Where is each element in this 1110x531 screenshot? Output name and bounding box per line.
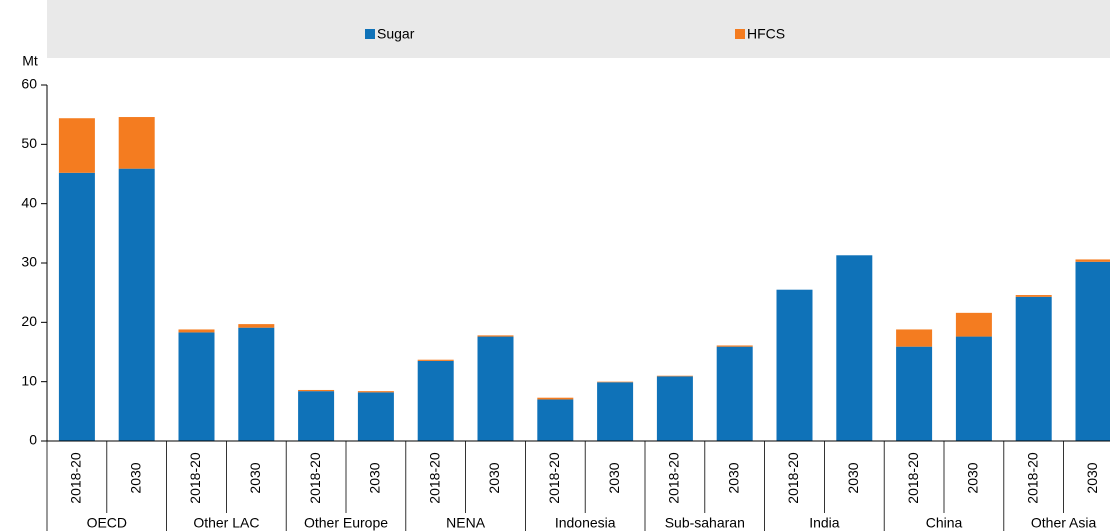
y-axis-label: Mt xyxy=(22,53,38,69)
x-tick-label: 2018-20 xyxy=(1024,452,1040,504)
x-tick-label: 2030 xyxy=(1084,462,1100,493)
legend-swatch xyxy=(365,29,375,39)
bar-segment xyxy=(357,391,394,393)
y-tick-label: 20 xyxy=(21,313,37,329)
bar-segment xyxy=(656,376,693,441)
bar-segment xyxy=(896,329,933,347)
y-tick-label: 10 xyxy=(21,372,37,388)
legend-label: Sugar xyxy=(377,26,415,42)
bar-segment xyxy=(537,397,574,400)
bar-segment xyxy=(417,360,454,441)
x-tick-label: 2030 xyxy=(486,462,502,493)
bar-segment xyxy=(298,391,335,441)
x-tick-label: 2030 xyxy=(247,462,263,493)
bar-segment xyxy=(178,329,215,333)
x-tick-label: 2030 xyxy=(127,462,143,493)
x-tick-label: 2030 xyxy=(965,462,981,493)
x-tick-label: 2030 xyxy=(367,462,383,493)
y-tick-label: 40 xyxy=(21,194,37,210)
bar-segment xyxy=(417,359,454,361)
bar-segment xyxy=(716,345,753,347)
x-tick-label: 2030 xyxy=(606,462,622,493)
x-tick-label: 2030 xyxy=(725,462,741,493)
group-label: India xyxy=(809,515,840,531)
x-tick-label: 2018-20 xyxy=(666,452,682,504)
bar-segment xyxy=(357,392,394,441)
x-tick-label: 2018-20 xyxy=(785,452,801,504)
group-label: Other LAC xyxy=(193,515,259,531)
bar-segment xyxy=(238,324,275,328)
bar-segment xyxy=(1075,261,1110,441)
group-label: China xyxy=(926,515,963,531)
x-tick-label: 2018-20 xyxy=(187,452,203,504)
bar-segment xyxy=(537,399,574,441)
bar-segment xyxy=(118,117,155,169)
bar-segment xyxy=(716,346,753,441)
y-tick-label: 30 xyxy=(21,254,37,270)
bar-segment xyxy=(477,336,514,441)
bar-segment xyxy=(118,168,155,441)
bar-segment xyxy=(955,312,992,337)
group-label: Other Europe xyxy=(304,515,388,531)
bar-segment xyxy=(58,172,95,441)
bar-segment xyxy=(477,335,514,337)
group-label: Sub-saharan xyxy=(665,515,745,531)
bar-segment xyxy=(238,327,275,441)
bar-segment xyxy=(178,332,215,441)
bar-segment xyxy=(1015,296,1052,441)
legend-label: HFCS xyxy=(747,26,785,42)
legend-swatch xyxy=(735,29,745,39)
bar-segment xyxy=(1015,295,1052,297)
y-tick-label: 0 xyxy=(29,432,37,448)
x-tick-label: 2018-20 xyxy=(426,452,442,504)
bar-segment xyxy=(776,289,813,441)
group-label: Other Asia xyxy=(1031,515,1097,531)
group-label: NENA xyxy=(446,515,486,531)
x-tick-label: 2018-20 xyxy=(307,452,323,504)
x-tick-label: 2018-20 xyxy=(546,452,562,504)
bar-segment xyxy=(955,336,992,441)
bar-segment xyxy=(656,375,693,377)
legend-background xyxy=(47,0,1110,58)
bar-segment xyxy=(597,381,634,383)
bar-segment xyxy=(58,118,95,173)
x-tick-label: 2018-20 xyxy=(68,452,84,504)
x-tick-label: 2018-20 xyxy=(905,452,921,504)
bar-segment xyxy=(1075,259,1110,262)
bar-segment xyxy=(597,382,634,441)
bar-segment xyxy=(298,389,335,392)
y-tick-label: 50 xyxy=(21,135,37,151)
group-label: Indonesia xyxy=(555,515,616,531)
x-tick-label: 2030 xyxy=(845,462,861,493)
group-label: OECD xyxy=(87,515,127,531)
bar-segment xyxy=(836,255,873,441)
y-tick-label: 60 xyxy=(21,76,37,92)
bar-segment xyxy=(896,346,933,441)
